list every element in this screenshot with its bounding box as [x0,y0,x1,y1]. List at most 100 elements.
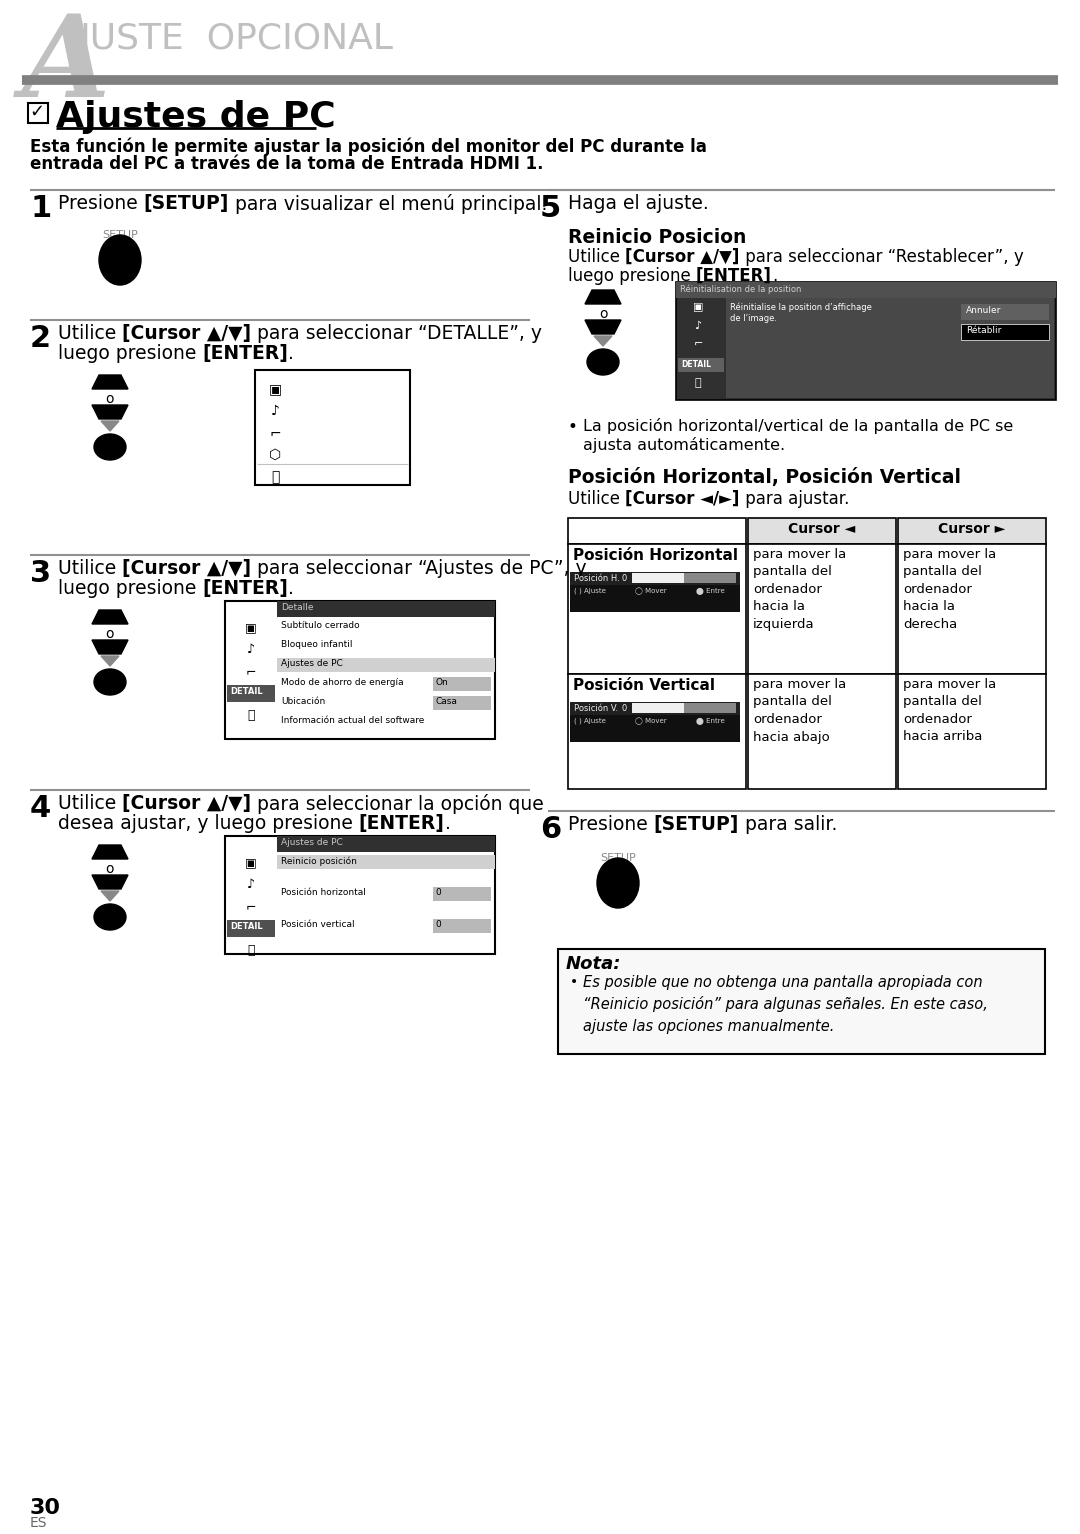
Polygon shape [594,336,612,347]
Text: Subtítulo cerrado: Subtítulo cerrado [281,621,360,630]
Polygon shape [102,420,119,431]
Text: 3: 3 [30,558,51,588]
Text: para visualizar el menú principal.: para visualizar el menú principal. [229,193,548,215]
FancyBboxPatch shape [433,919,491,933]
Text: Nota:: Nota: [566,956,621,973]
Text: DETAIL: DETAIL [230,687,262,696]
Text: Información actual del software: Información actual del software [281,716,424,726]
Polygon shape [92,640,129,653]
Text: para seleccionar “DETALLE”, y: para seleccionar “DETALLE”, y [252,324,542,344]
Text: 4: 4 [30,795,51,824]
Text: luego presione: luego presione [58,578,202,598]
Text: para salir.: para salir. [739,815,837,834]
FancyBboxPatch shape [276,658,495,672]
Text: Posición Horizontal, Posición Vertical: Posición Horizontal, Posición Vertical [568,468,961,486]
Polygon shape [102,891,119,900]
Text: Posición Horizontal: Posición Horizontal [573,548,738,563]
FancyBboxPatch shape [433,696,491,710]
FancyBboxPatch shape [748,673,896,788]
Text: Ubicación: Ubicación [281,696,325,706]
Text: [ENTER]: [ENTER] [359,815,445,833]
Text: 6: 6 [540,815,562,844]
FancyBboxPatch shape [897,518,1047,545]
Text: ENTER: ENTER [588,357,619,367]
Text: Detalle: Detalle [281,603,313,612]
FancyBboxPatch shape [570,703,740,742]
FancyBboxPatch shape [632,703,735,713]
Text: [SETUP]: [SETUP] [653,815,739,834]
Text: 0: 0 [435,920,441,930]
FancyBboxPatch shape [227,920,275,937]
Text: Ajustes de PC: Ajustes de PC [281,838,342,847]
Text: 0: 0 [622,574,627,583]
Text: •: • [568,417,578,436]
Text: ⬤ Entre: ⬤ Entre [696,588,725,595]
FancyBboxPatch shape [227,686,275,703]
Text: Annuler: Annuler [966,305,1001,314]
FancyBboxPatch shape [632,703,684,713]
FancyBboxPatch shape [748,545,896,673]
FancyBboxPatch shape [225,836,495,954]
Text: entrada del PC a través de la toma de Entrada HDMI 1.: entrada del PC a través de la toma de En… [30,155,543,173]
FancyBboxPatch shape [632,574,735,583]
Text: Utilice: Utilice [568,489,625,508]
FancyBboxPatch shape [961,304,1049,321]
Text: ⌐: ⌐ [269,426,281,440]
Text: [SETUP]: [SETUP] [144,193,229,213]
Text: para seleccionar “Restablecer”, y: para seleccionar “Restablecer”, y [740,249,1024,265]
Text: para mover la
pantalla del
ordenador
hacia abajo: para mover la pantalla del ordenador hac… [753,678,847,744]
Text: Utilice: Utilice [58,324,122,344]
FancyBboxPatch shape [28,103,48,123]
Ellipse shape [94,904,126,930]
Polygon shape [102,657,119,666]
FancyBboxPatch shape [676,282,1056,298]
Text: [ENTER]: [ENTER] [202,344,288,364]
Text: ⬡: ⬡ [693,359,703,370]
FancyBboxPatch shape [678,357,724,373]
Text: desea ajustar, y luego presione: desea ajustar, y luego presione [58,815,359,833]
Polygon shape [585,321,621,334]
Text: o: o [598,307,607,321]
Text: Réinitialise la position d’affichage
de l’image.: Réinitialise la position d’affichage de … [730,302,872,324]
Text: ◯ Mover: ◯ Mover [635,588,666,595]
FancyBboxPatch shape [255,370,410,485]
Text: [ENTER]: [ENTER] [202,578,288,598]
Text: ⬡: ⬡ [245,922,256,936]
Text: On: On [435,678,448,687]
Text: Bloqueo infantil: Bloqueo infantil [281,640,352,649]
FancyBboxPatch shape [433,676,491,690]
Text: Réinitialisation de la position: Réinitialisation de la position [680,284,801,293]
Ellipse shape [94,669,126,695]
Text: [Cursor ▲/▼]: [Cursor ▲/▼] [625,249,740,265]
Text: ▣: ▣ [245,621,257,634]
Ellipse shape [597,858,639,908]
Text: [Cursor ▲/▼]: [Cursor ▲/▼] [122,558,252,578]
FancyBboxPatch shape [433,887,491,900]
FancyBboxPatch shape [276,836,495,851]
Text: Posición Vertical: Posición Vertical [573,678,715,693]
Text: ▣: ▣ [245,856,257,868]
Text: 📄: 📄 [694,377,701,388]
Text: ⌐: ⌐ [693,341,703,350]
Polygon shape [92,405,129,419]
Polygon shape [92,611,129,624]
Text: ⌐: ⌐ [246,900,256,913]
FancyBboxPatch shape [676,282,1056,400]
Text: Utilice: Utilice [58,558,122,578]
Polygon shape [92,845,129,859]
Text: SETUP: SETUP [600,853,636,864]
Text: para seleccionar la opción que: para seleccionar la opción que [252,795,544,815]
Text: SETUP: SETUP [103,230,138,239]
FancyBboxPatch shape [558,950,1045,1054]
Text: Utilice: Utilice [58,795,122,813]
FancyBboxPatch shape [961,324,1049,341]
FancyBboxPatch shape [570,584,740,612]
Ellipse shape [99,235,141,285]
Ellipse shape [94,434,126,460]
Text: 1: 1 [30,193,51,222]
Text: Reinicio Posicion: Reinicio Posicion [568,229,746,247]
Text: ⌐: ⌐ [246,666,256,678]
Text: [ENTER]: [ENTER] [696,267,772,285]
FancyBboxPatch shape [570,572,740,612]
Text: .: . [288,344,294,364]
